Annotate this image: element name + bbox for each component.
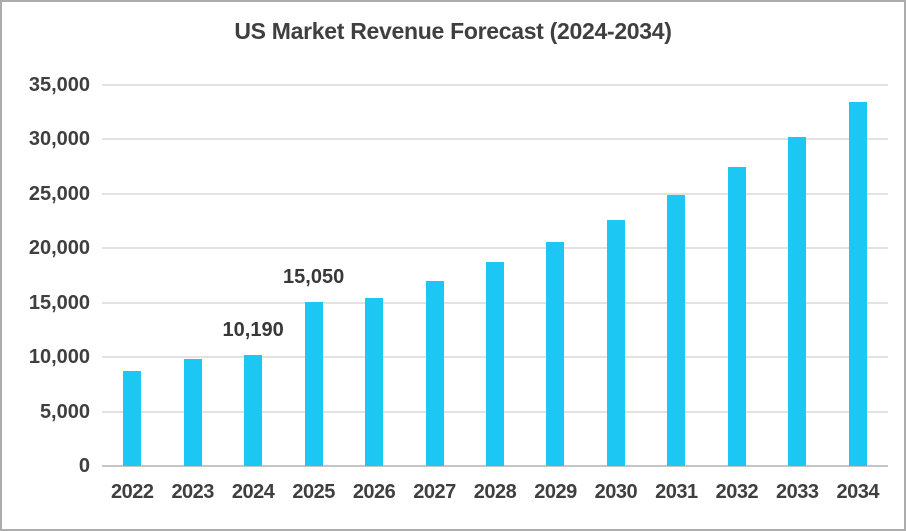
bar-2030 [606,219,625,466]
y-axis: 0 5,000 10,000 15,000 20,000 25,000 30,000 35,0… [2,74,90,477]
bar-2027 [425,280,444,466]
x-tick-label-2023: 2023 [171,481,214,503]
bar-2026 [365,297,384,466]
x-tick-label-2034: 2034 [836,481,880,503]
bar-2032 [727,167,746,466]
y-tick-label-15000: 15,000 [28,291,90,314]
x-tick-label-2026: 2026 [352,481,396,503]
bar-2031 [667,194,686,466]
x-tick-label-2024: 2024 [231,481,275,503]
x-tick-label-2028: 2028 [473,481,517,503]
gridline [102,192,888,195]
x-tick-label-2030: 2030 [594,481,638,503]
bar-2033 [788,136,807,466]
x-axis: 2022 2023 2024 2025 2026 2027 2028 2029 2030 2031… [102,481,888,511]
x-tick-label-2029: 2029 [534,481,577,503]
x-tick-label-2032: 2032 [715,481,759,503]
data-label-2025: 15,050 [283,266,345,289]
bar-2029 [546,242,565,466]
gridline [102,84,888,86]
x-tick-label-2031: 2031 [655,481,698,503]
bar-2022 [123,371,142,466]
x-tick-label-2025: 2025 [292,481,335,503]
bar-2025 [304,302,323,466]
bar-2023 [183,359,202,466]
y-tick-label-20000: 20,000 [28,237,90,260]
bar-2028 [486,262,504,466]
x-tick-label-2022: 2022 [110,481,154,503]
y-tick-label-10000: 10,000 [28,346,90,369]
y-tick-label-25000: 25,000 [28,182,90,205]
gridline [102,247,888,250]
gridline [102,138,888,141]
plot-area: 10,190 15,050 [102,84,888,467]
y-tick-label-35000: 35,000 [28,74,90,96]
x-tick-label-2033: 2033 [776,481,819,503]
y-tick-label-30000: 30,000 [28,128,90,151]
bar-2024 [244,355,263,466]
x-tick-label-2027: 2027 [413,481,456,503]
y-tick-label-0: 0 [78,455,90,477]
bar-2034 [848,102,867,466]
chart-title: US Market Revenue Forecast (2024-2034) [234,18,672,44]
y-tick-label-5000: 5,000 [39,400,90,423]
data-label-2024: 10,190 [222,319,284,342]
x-axis-line [102,465,888,467]
